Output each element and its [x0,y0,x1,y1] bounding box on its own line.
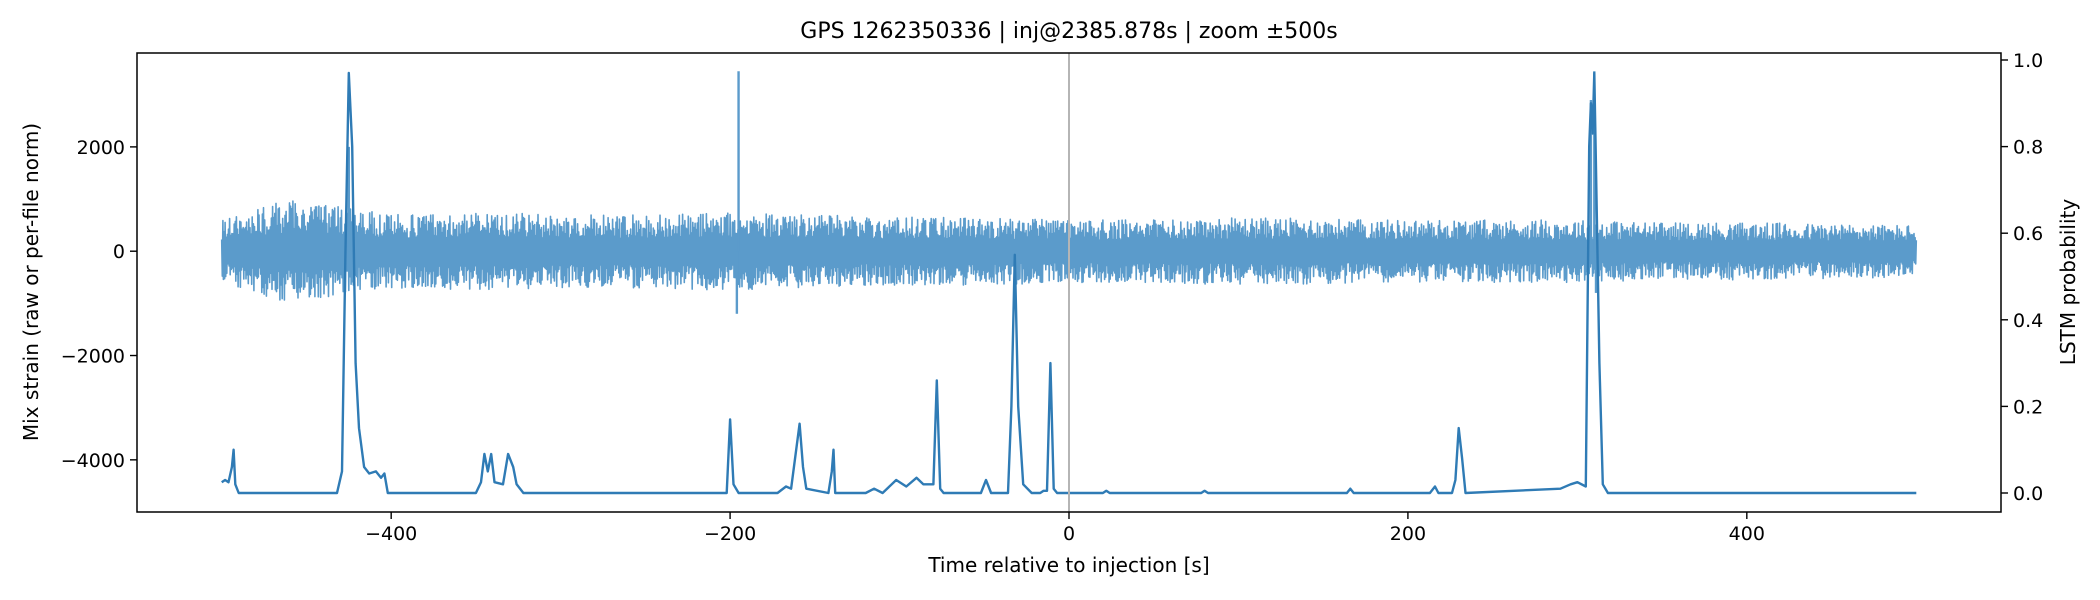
chart-title: GPS 1262350336 | inj@2385.878s | zoom ±5… [800,19,1337,44]
y2-tick-label: 0.2 [2013,396,2043,418]
x-tick-label: 400 [1729,523,1765,545]
y2-tick-label: 0.8 [2013,137,2043,159]
y-tick-label: −2000 [61,346,125,368]
y-tick-label: 0 [113,241,125,263]
x-axis: −400 −200 0 200 400 [365,512,1765,545]
y2-tick-label: 1.0 [2013,50,2043,72]
x-tick-label: −200 [704,523,756,545]
y2-tick-label: 0.0 [2013,483,2043,505]
probability-series [221,71,1917,495]
probability-line [221,71,1917,495]
y-tick-label: −4000 [61,450,125,472]
y-tick-label: 2000 [77,137,125,159]
y-axis-left: 2000 0 −2000 −4000 [61,137,137,472]
y2-axis-label: LSTM probability [2056,199,2080,366]
plot-area [220,53,1918,512]
x-tick-label: 0 [1063,523,1075,545]
y-axis-label: Mix strain (raw or per-file norm) [19,123,43,441]
y-axis-right: 1.0 0.8 0.6 0.4 0.2 0.0 [2001,50,2043,505]
y2-tick-label: 0.6 [2013,223,2043,245]
y2-tick-label: 0.4 [2013,310,2043,332]
x-axis-label: Time relative to injection [s] [927,553,1209,577]
x-tick-label: −400 [365,523,417,545]
x-tick-label: 200 [1390,523,1426,545]
